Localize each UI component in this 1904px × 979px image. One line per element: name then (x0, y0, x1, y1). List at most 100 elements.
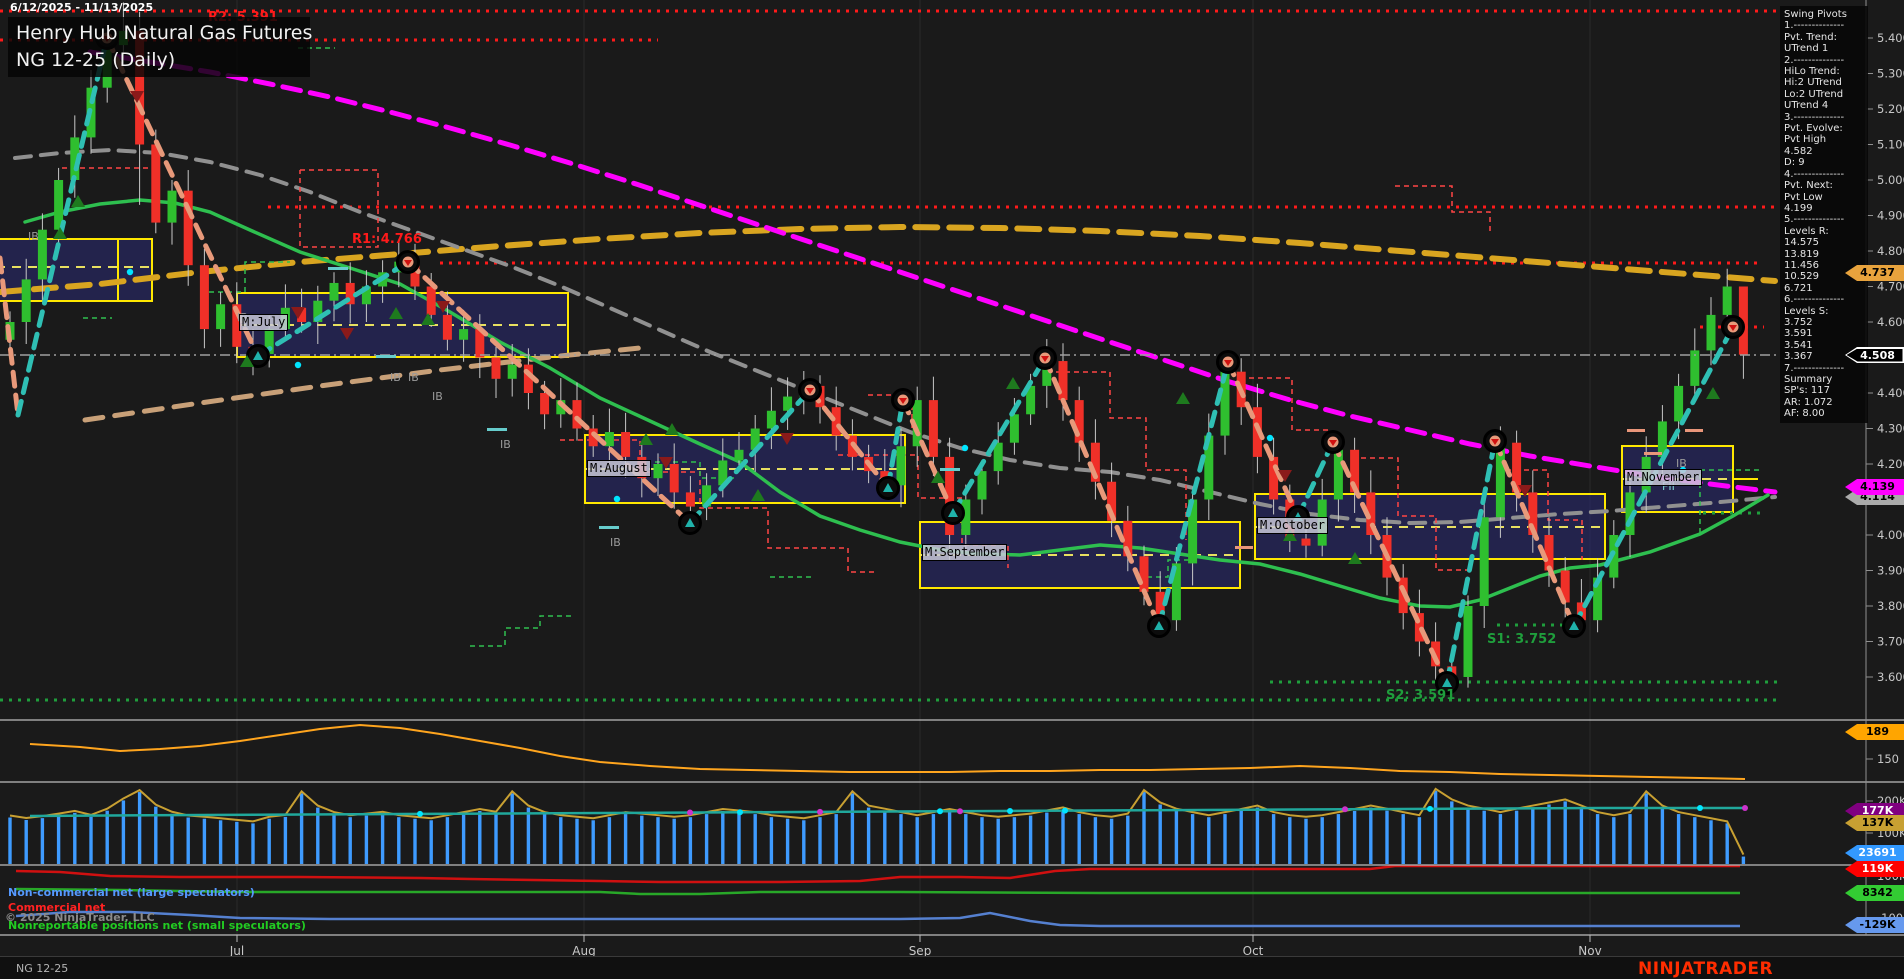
candle-body (1301, 538, 1311, 546)
cot-legend-label: Commercial net (8, 901, 106, 914)
volume-signal-dot (937, 808, 943, 815)
volume-bar (1077, 814, 1081, 864)
candle-body (475, 329, 485, 358)
swing-zigzag-segment (807, 387, 891, 491)
candle-body (734, 449, 744, 461)
volume-bar (137, 792, 142, 864)
candle-body (1560, 570, 1570, 603)
candle-body (21, 279, 31, 322)
volume-bar (89, 816, 93, 864)
red-stop-steps (868, 394, 913, 428)
volume-bar (1061, 809, 1065, 864)
volume-bar (802, 820, 806, 864)
candle-body (1528, 492, 1538, 535)
buy-signal-triangle-icon (751, 489, 765, 501)
signal-dot (294, 361, 302, 369)
swing-pivots-line: 3.591 (1784, 328, 1813, 340)
range-tick (940, 468, 960, 471)
volume-bar (980, 817, 984, 864)
red-stop-steps (1395, 185, 1491, 232)
ib-range-label: IB (390, 371, 401, 384)
candle-body (1107, 481, 1117, 521)
volume-bar (1304, 818, 1308, 864)
swing-zigzag-segment (1225, 359, 1301, 520)
volume-bar (1028, 815, 1033, 864)
ninjatrader-logo: NINJATRADER (1638, 959, 1774, 979)
volume-bar (1660, 807, 1665, 864)
pivot-low-arrow-icon (1154, 621, 1164, 630)
ib-range-label: IB (1676, 457, 1687, 470)
swing-pivots-line: AF: 8.00 (1784, 408, 1825, 420)
pivot-low-arrow-icon (1442, 678, 1452, 687)
volume-bar (883, 810, 887, 864)
red-stop-steps (1506, 469, 1583, 560)
candle-body (556, 400, 566, 415)
ib-range-label: IB (28, 230, 39, 243)
signal-dot (961, 444, 969, 452)
volume-bar (478, 810, 482, 864)
volume-bar (996, 818, 1000, 864)
candle-body (1738, 286, 1748, 355)
volume-bar (721, 810, 725, 864)
volume-bar (1693, 817, 1697, 864)
cot-legend-label: Nonreportable positions net (small specu… (8, 919, 306, 932)
candle-body (507, 364, 517, 379)
volume-bar (40, 818, 45, 864)
tab-ng-12-25[interactable]: NG 12-25 (16, 962, 69, 975)
candle-body (1188, 499, 1198, 564)
green-stop-steps (1138, 559, 1196, 578)
candle-body (329, 282, 339, 301)
gold-ma (0, 223, 1778, 295)
volume-bar (1207, 817, 1211, 864)
candle-body (685, 492, 695, 507)
month-axis-label: Nov (1578, 944, 1601, 958)
buy-signal-triangle-icon (53, 227, 67, 239)
volume-bar (397, 817, 401, 864)
volume-bar (299, 793, 304, 864)
swing-pivots-line: 4.199 (1784, 202, 1813, 214)
candle-body (1269, 456, 1279, 500)
swing-pivots-line: AR: 1.072 (1784, 396, 1833, 408)
ib-range-label: IB (500, 438, 511, 451)
volume-average-line (29, 806, 1745, 818)
ib-range-label: IB (610, 536, 621, 549)
swing-pivots-line: 4.-------------- (1784, 168, 1845, 180)
price-tick-label: 4.700 (1877, 280, 1904, 294)
candle-body (1593, 577, 1603, 621)
candle-body (523, 364, 533, 393)
volume-bar (202, 818, 207, 864)
candle-body (1042, 361, 1052, 386)
swing-zigzag-segment (1295, 439, 1336, 520)
volume-signal-dot (1427, 805, 1433, 812)
volume-bar (1190, 814, 1195, 864)
volume-bar (251, 823, 255, 864)
pivot-high-arrow-icon (1224, 360, 1232, 366)
volume-bar (1514, 810, 1519, 864)
candle-body (993, 442, 1003, 472)
red-stop-steps (1352, 457, 1470, 571)
volume-bar (8, 817, 12, 864)
volume-bar (704, 814, 709, 864)
price-badge: 4.139 (1845, 479, 1904, 495)
candle-body (702, 485, 712, 507)
price-tick-label: 4.300 (1877, 422, 1904, 436)
panel-tick-label: 150 (1877, 752, 1899, 766)
pivot-high-arrow-icon (899, 398, 907, 404)
volume-bar (818, 817, 822, 864)
candle-body (459, 329, 469, 340)
chart-title-line1: Henry Hub Natural Gas Futures (16, 22, 313, 44)
volume-bar (785, 818, 790, 864)
volume-bar (445, 817, 450, 864)
candle-body (1366, 492, 1376, 535)
candle-body (199, 265, 209, 330)
range-tick (1644, 452, 1662, 455)
buy-signal-triangle-icon (1706, 387, 1720, 399)
volume-bar (1579, 807, 1584, 864)
price-tick-label: 4.900 (1877, 209, 1904, 223)
tab-bar: NG 12-25 NINJATRADER (0, 956, 1904, 979)
pivot-high-arrow-icon (404, 260, 412, 266)
swing-zigzag-segment (1156, 359, 1231, 629)
volume-bar (461, 814, 466, 864)
sell-signal-triangle-icon (659, 457, 673, 469)
